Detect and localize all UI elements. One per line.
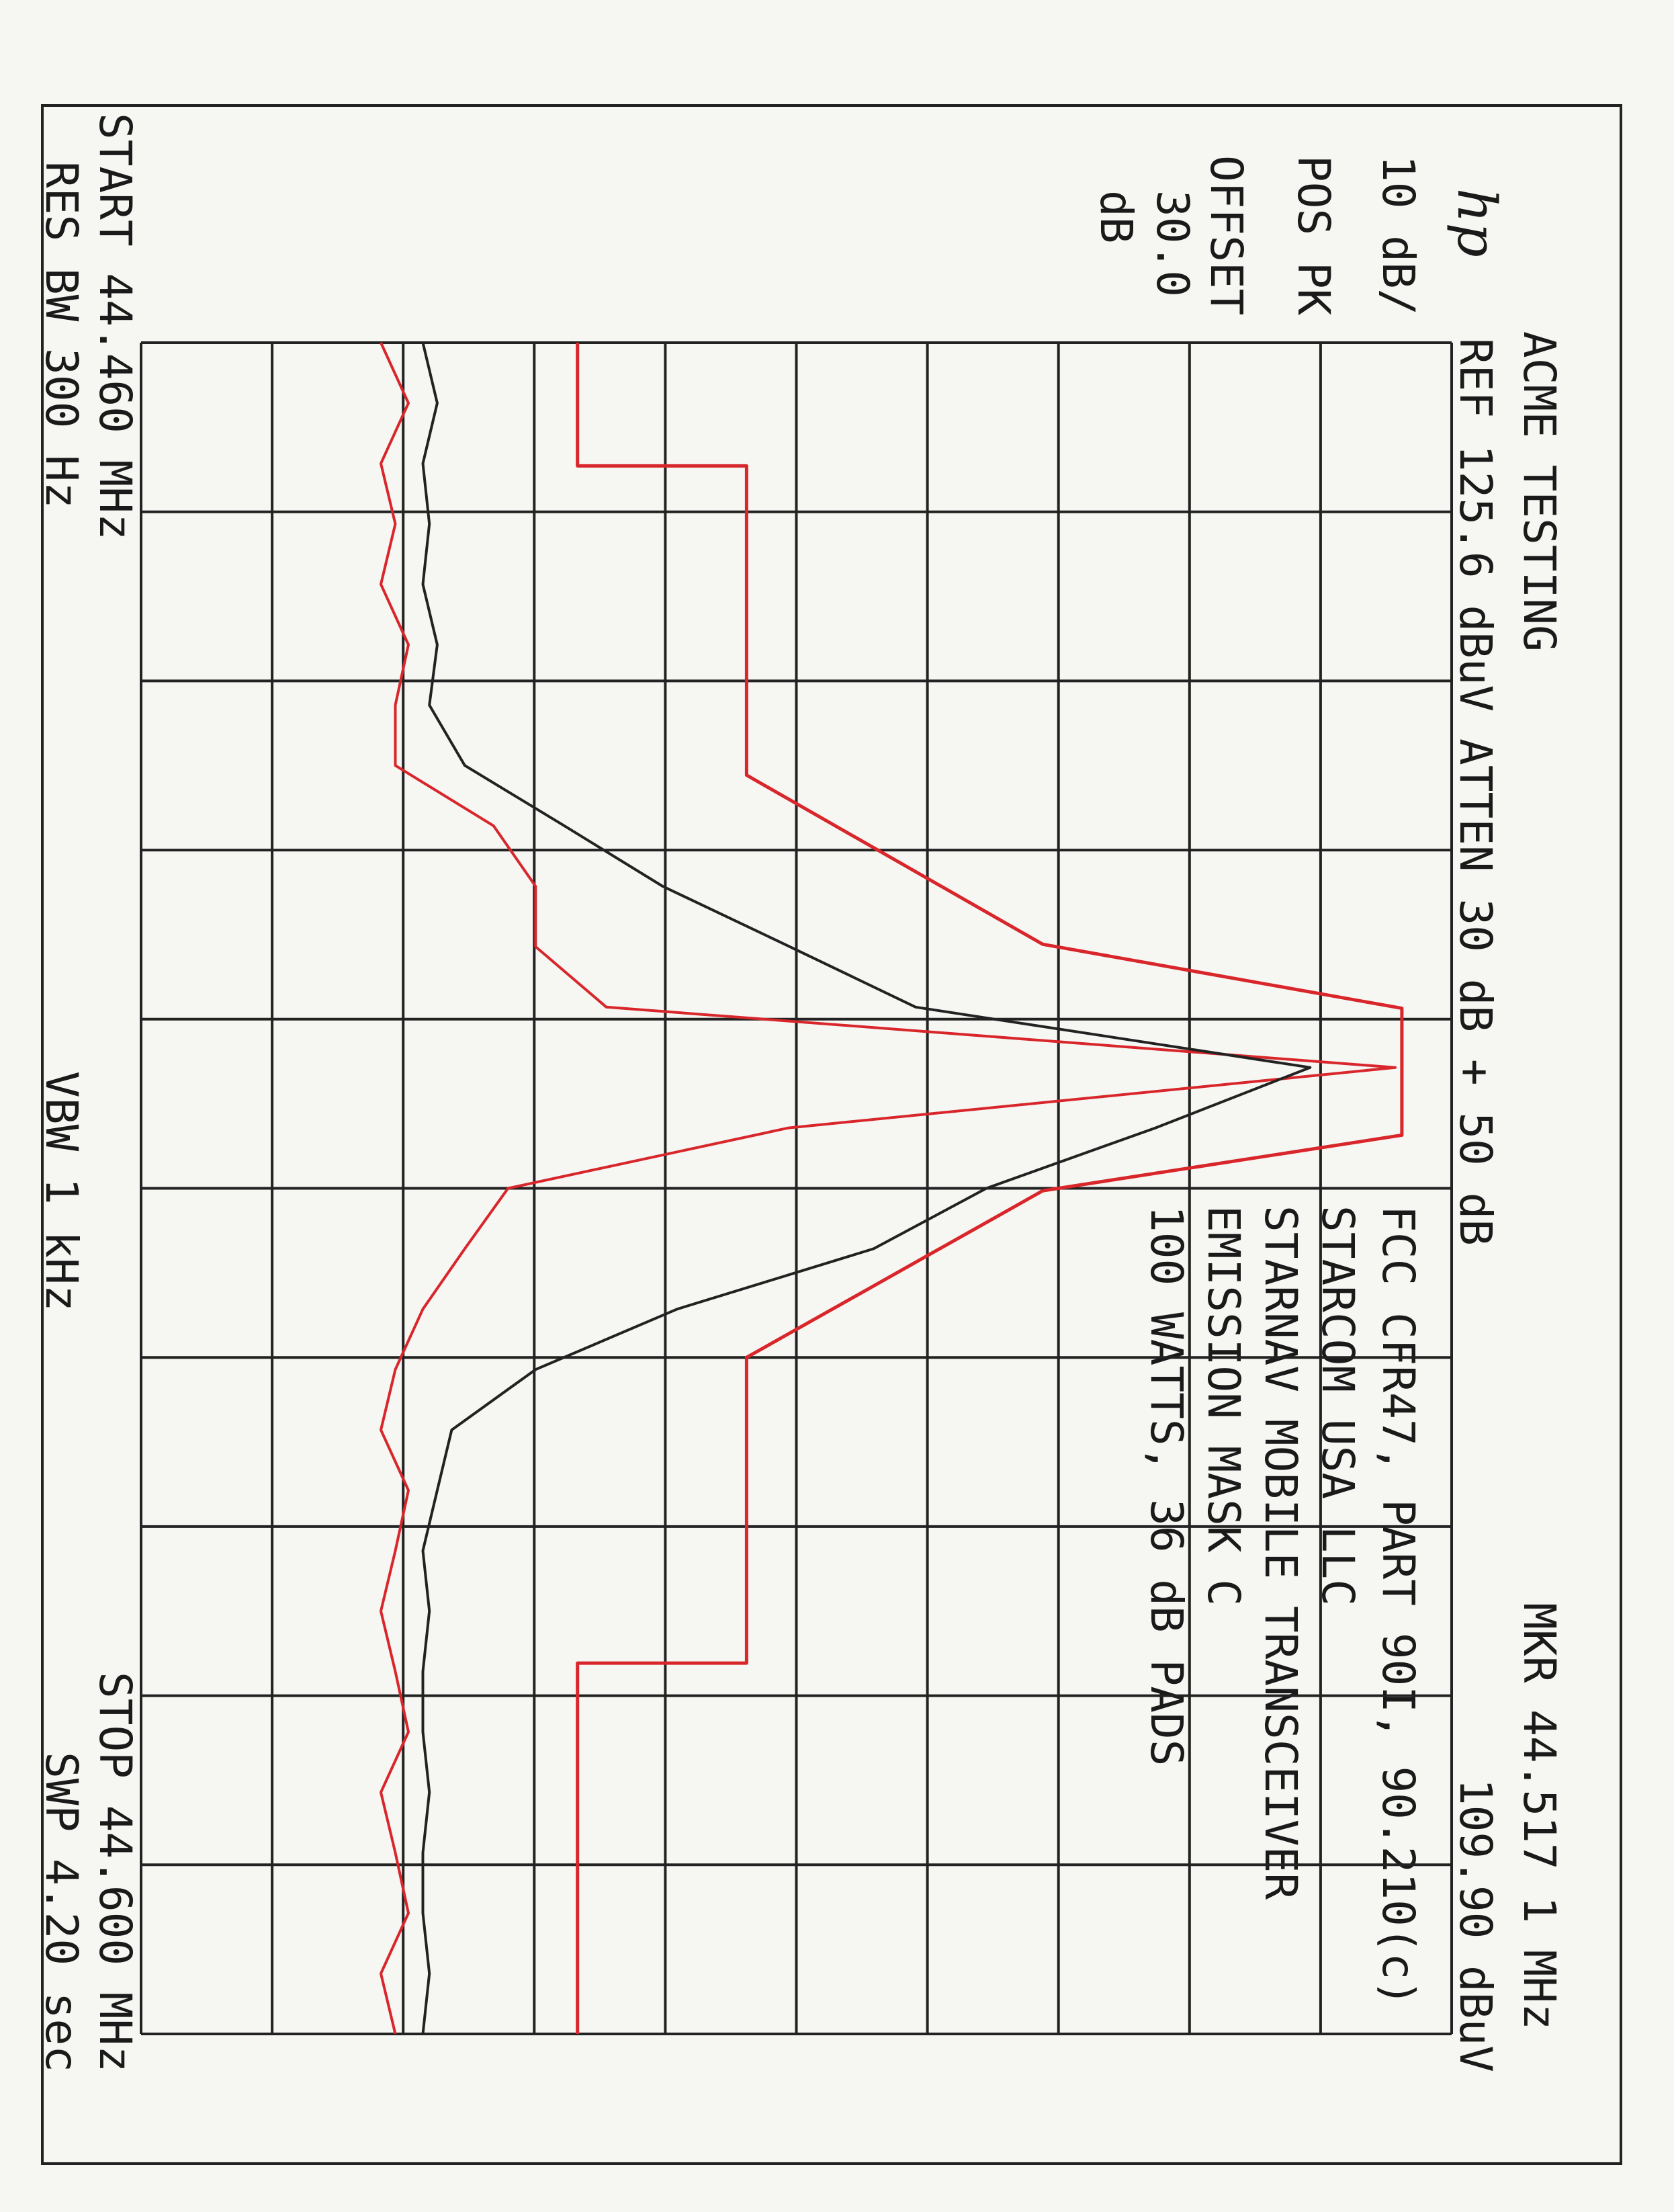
stop-freq: STOP 44.600 MHz [89,1672,141,2072]
title: ACME TESTING [1513,331,1565,652]
setting: 30.0 [1147,190,1198,297]
trace [380,342,1397,2035]
logo: hp [1446,188,1508,257]
trace [421,342,1312,2035]
annotation: 100 WATTS, 36 dB PADS [1141,1205,1192,1766]
annotation: FCC CFR47, PART 90I, 90.210(c) [1372,1205,1424,2006]
reference: REF 125.6 dBuV ATTEN 30 dB + 50 dB [1450,338,1501,1246]
annotation: STARNAV MOBILE TRANSCEIVER [1255,1205,1307,1900]
setting: dB [1090,190,1142,243]
marker-freq: MKR 44.517 1 MHz [1513,1603,1565,2030]
vbw: VBW 1 kHz [36,1071,87,1312]
setting: OFFSET [1200,155,1252,315]
plot-rotated: ACME TESTING REF 125.6 dBuV ATTEN 30 dB … [36,104,1622,2165]
rbw: RES BW 300 Hz [36,161,87,509]
annotation: EMISSION MASK C [1198,1205,1249,1606]
setting: POS PK [1288,155,1339,316]
sweep: SWP 4.20 sec [36,1752,87,2072]
marker-level: 109.90 dBuV [1450,1779,1501,2072]
emission-mask [576,343,1404,2034]
start-freq: START 44.460 MHz [89,113,141,540]
setting: 10 dB/ [1372,155,1424,315]
frame [41,104,1622,2165]
